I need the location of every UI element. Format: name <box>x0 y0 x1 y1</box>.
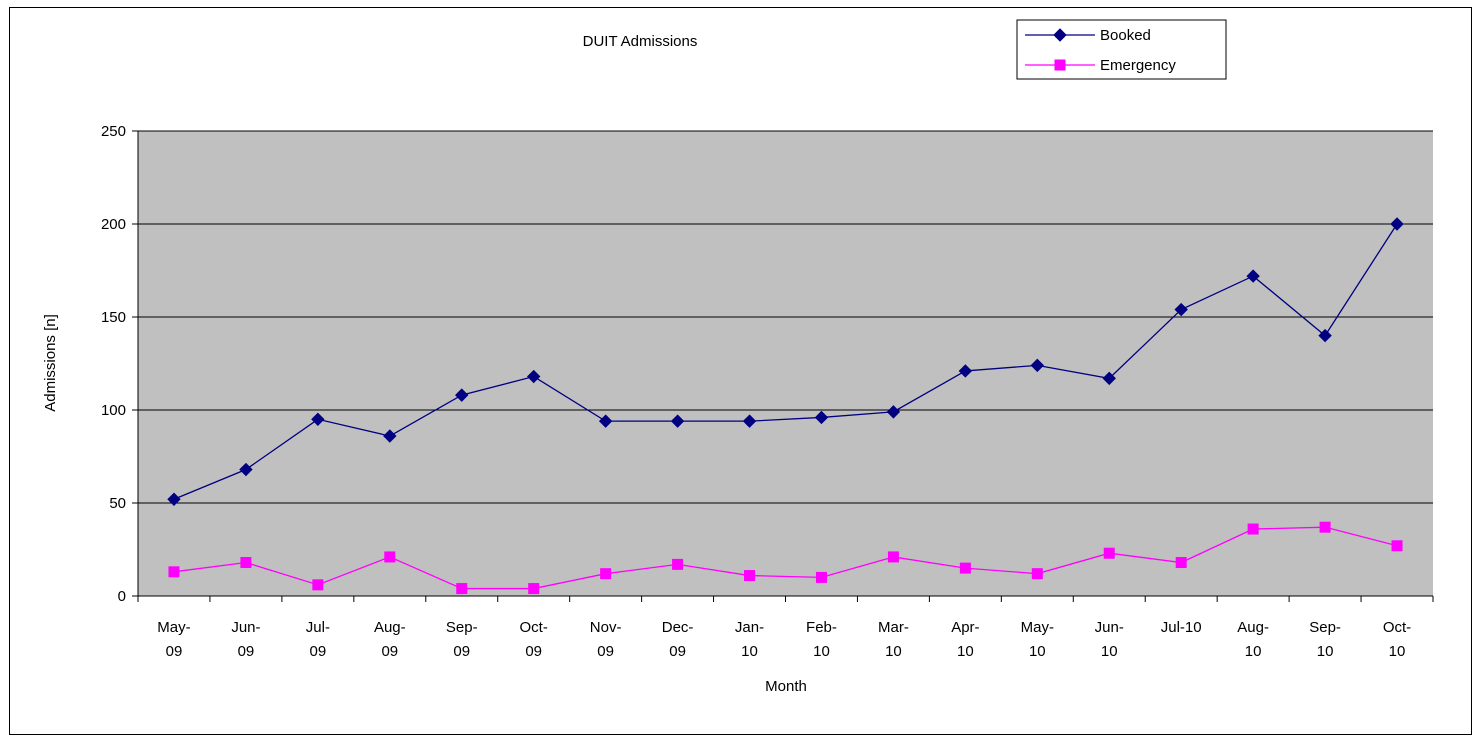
x-tick-label-line1: Jul- <box>306 619 330 636</box>
data-point <box>1391 540 1403 552</box>
data-point <box>455 388 469 402</box>
data-point <box>815 571 827 583</box>
x-tick-label-line1: Jun- <box>1095 619 1124 636</box>
data-point <box>742 414 757 428</box>
data-point <box>1102 371 1116 386</box>
x-tick-label-line1: May- <box>157 619 190 636</box>
legend-label-emergency: Emergency <box>1100 57 1176 74</box>
data-point <box>1103 547 1115 559</box>
data-point <box>958 364 973 378</box>
data-point <box>526 369 541 384</box>
x-tick-label-line2: 10 <box>741 643 758 660</box>
data-point <box>168 566 180 578</box>
data-point <box>887 551 899 563</box>
data-point <box>959 562 971 574</box>
data-point <box>1175 557 1187 569</box>
y-tick-label: 250 <box>101 123 126 140</box>
plot-area <box>138 131 1433 596</box>
x-tick-label-line1: Oct- <box>520 619 548 636</box>
x-tick-label-line1: Dec- <box>662 619 694 636</box>
series-emergency <box>168 521 1403 595</box>
y-tick-label: 50 <box>109 495 126 512</box>
data-point <box>744 570 756 582</box>
y-tick-label: 100 <box>101 402 126 419</box>
data-point <box>239 462 253 477</box>
y-tick-labels: 0 50 100 150 200 250 <box>101 123 126 605</box>
x-tick-label-line2: 09 <box>453 643 470 660</box>
x-tick-label-line2: 09 <box>597 643 614 660</box>
x-tick-label-line1: May- <box>1021 619 1054 636</box>
x-tick-label-line1: Feb- <box>806 619 837 636</box>
data-point <box>384 551 396 563</box>
legend-marker <box>1053 28 1067 42</box>
data-point <box>1030 358 1045 373</box>
x-tick-label-line2: 09 <box>381 643 398 660</box>
data-point <box>600 568 612 580</box>
data-point <box>1247 523 1259 535</box>
data-point <box>1318 328 1332 343</box>
x-tick-label-line1: Mar- <box>878 619 909 636</box>
axes <box>132 130 1434 602</box>
x-tick-label-line1: Jan- <box>735 619 764 636</box>
legend-box <box>1016 19 1227 80</box>
x-tick-label-line2: 09 <box>166 643 183 660</box>
data-point <box>312 579 324 591</box>
data-point <box>1319 521 1331 533</box>
chart-title: DUIT Admissions <box>583 33 698 50</box>
series-line <box>173 526 1398 590</box>
gridlines <box>138 130 1433 504</box>
data-point <box>1246 269 1260 283</box>
series-booked <box>167 217 1404 506</box>
x-axis-label: Month <box>765 678 807 695</box>
data-point <box>1031 568 1043 580</box>
y-tick-label: 0 <box>118 588 126 605</box>
y-tick-label: 150 <box>101 309 126 326</box>
series-group <box>167 217 1404 595</box>
x-tick-label-line2: 10 <box>1101 643 1118 660</box>
data-point <box>528 583 540 595</box>
y-tick-label: 200 <box>101 216 126 233</box>
data-point <box>1174 302 1188 317</box>
data-point <box>167 492 181 506</box>
series-line <box>173 223 1398 500</box>
data-point <box>311 412 325 427</box>
data-point <box>240 557 252 569</box>
data-point <box>814 410 829 425</box>
x-tick-label-line1: Jun- <box>231 619 260 636</box>
x-tick-label-line2: 09 <box>669 643 686 660</box>
x-tick-label-line1: Jul-10 <box>1161 619 1202 636</box>
x-tick-label-line1: Nov- <box>590 619 622 636</box>
x-tick-label-line1: Sep- <box>1309 619 1341 636</box>
data-point <box>672 558 684 570</box>
x-tick-label-line2: 10 <box>1029 643 1046 660</box>
x-tick-label-line2: 10 <box>957 643 974 660</box>
x-tick-label-line1: Sep- <box>446 619 478 636</box>
legend-marker <box>1054 59 1066 71</box>
x-tick-label-line2: 10 <box>1389 643 1406 660</box>
x-tick-label-line2: 09 <box>310 643 327 660</box>
x-tick-label-line1: Oct- <box>1383 619 1411 636</box>
data-point <box>383 429 397 443</box>
x-tick-label-line1: Apr- <box>951 619 979 636</box>
data-point <box>1390 217 1404 231</box>
data-point <box>456 583 468 595</box>
legend-label-booked: Booked <box>1100 27 1151 44</box>
x-tick-label-line2: 09 <box>238 643 255 660</box>
x-tick-label-line2: 10 <box>885 643 902 660</box>
data-point <box>598 414 613 428</box>
data-point <box>886 405 901 419</box>
x-tick-label-line2: 09 <box>525 643 542 660</box>
x-tick-label-line1: Aug- <box>1237 619 1269 636</box>
legend: Booked Emergency <box>1016 19 1227 80</box>
y-axis-label: Admissions [n] <box>42 314 59 412</box>
x-tick-label-line2: 10 <box>813 643 830 660</box>
x-tick-label-line2: 10 <box>1317 643 1334 660</box>
x-tick-label-line2: 10 <box>1245 643 1262 660</box>
x-tick-label-line1: Aug- <box>374 619 406 636</box>
data-point <box>670 414 685 428</box>
x-tick-labels: May- 09 Jun- 09 Jul- 09 Aug- 09 Sep- 09 Oct- 09 Nov-… <box>157 619 1411 660</box>
